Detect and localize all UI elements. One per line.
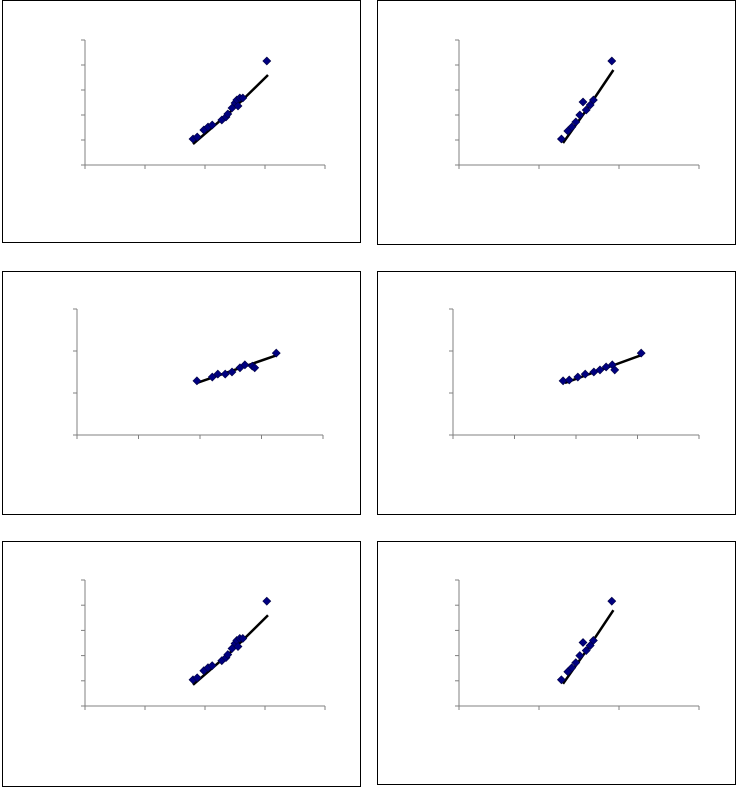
data-point [636, 348, 646, 358]
data-point [575, 651, 585, 661]
data-point [588, 636, 598, 645]
data-point [581, 646, 591, 655]
data-point [571, 117, 581, 127]
chart-panel [2, 271, 361, 515]
data-point [610, 365, 620, 375]
data-point [580, 369, 590, 379]
chart-panel [377, 541, 736, 785]
data-point [238, 634, 248, 643]
data-point [567, 122, 577, 132]
data-point [213, 369, 223, 379]
data-point [227, 367, 237, 377]
chart-panel [2, 0, 361, 243]
data-point [595, 365, 605, 375]
data-point [588, 95, 598, 105]
data-point [564, 375, 574, 385]
data-point [575, 110, 585, 120]
data-point [238, 93, 248, 103]
data-point [271, 348, 281, 358]
data-point [607, 596, 617, 606]
data-point [192, 673, 202, 683]
data-point [192, 376, 202, 386]
chart-panel [377, 271, 736, 515]
data-point [262, 56, 272, 66]
data-point [581, 105, 591, 115]
data-point [223, 650, 233, 660]
data-point [607, 56, 617, 66]
data-point [578, 97, 588, 107]
data-point [556, 675, 566, 685]
chart-panel [377, 0, 736, 245]
data-point [233, 642, 243, 651]
data-point [223, 109, 233, 119]
data-point [250, 363, 260, 373]
data-point [207, 661, 217, 671]
data-point [556, 134, 566, 144]
data-point [573, 372, 583, 382]
data-point [233, 101, 243, 111]
data-point [262, 596, 272, 606]
data-point [192, 132, 202, 142]
data-point [207, 372, 217, 382]
chart-panel [2, 541, 361, 787]
data-point [571, 658, 581, 668]
data-point [567, 663, 577, 673]
data-point [240, 360, 250, 370]
data-point [220, 369, 230, 379]
data-point [207, 120, 217, 130]
data-point [578, 638, 588, 647]
